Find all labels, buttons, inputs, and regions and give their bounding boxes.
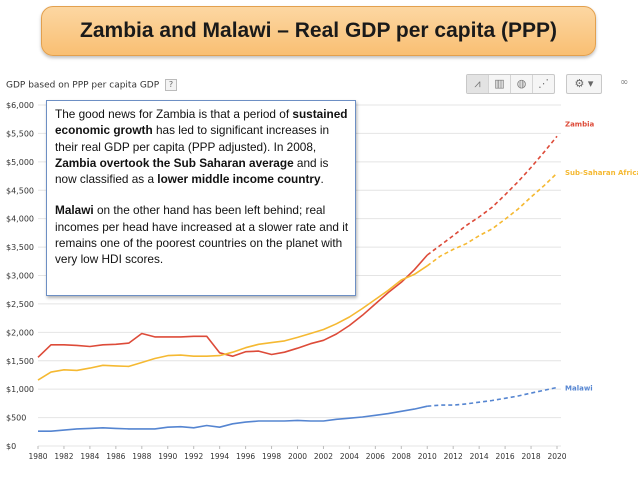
series-projection-malawi <box>427 386 558 407</box>
x-tick-label: 1990 <box>158 452 177 461</box>
series-line-sub-saharan-africa <box>37 265 428 381</box>
slide-title: Zambia and Malawi – Real GDP per capita … <box>80 19 557 42</box>
x-tick-label: 2012 <box>444 452 463 461</box>
x-tick-label: 1996 <box>236 452 255 461</box>
chart-header-label: GDP based on PPP per capita GDP <box>6 80 160 91</box>
y-tick-label: $2,500 <box>6 300 34 309</box>
x-tick-label: 1982 <box>54 452 73 461</box>
y-tick-label: $1,000 <box>6 385 34 394</box>
y-tick-label: $5,000 <box>6 158 34 167</box>
x-tick-label: 2004 <box>340 452 359 461</box>
y-tick-label: $6,000 <box>6 101 34 110</box>
x-tick-label: 2020 <box>547 452 566 461</box>
x-tick-label: 2006 <box>366 452 385 461</box>
series-label: Malawi <box>565 384 593 392</box>
line-chart-icon[interactable]: ⩘ <box>467 75 489 93</box>
x-tick-label: 2014 <box>470 452 489 461</box>
y-tick-label: $5,500 <box>6 129 34 138</box>
series-line-malawi <box>38 405 428 433</box>
chart-type-toolbar: ⩘ ▥ ◍ ⋰ <box>466 74 555 94</box>
x-tick-label: 2010 <box>418 452 437 461</box>
commentary-box: The good news for Zambia is that a perio… <box>46 100 356 296</box>
x-tick-label: 2018 <box>522 452 541 461</box>
y-tick-label: $4,500 <box>6 186 34 195</box>
y-tick-label: $0 <box>6 442 16 451</box>
y-tick-label: $500 <box>6 414 26 423</box>
series-label: Sub-Saharan Africa <box>565 169 638 177</box>
x-tick-label: 2002 <box>314 452 333 461</box>
x-tick-label: 1986 <box>106 452 125 461</box>
title-banner: Zambia and Malawi – Real GDP per capita … <box>41 6 596 56</box>
x-tick-label: 1994 <box>210 452 229 461</box>
x-tick-label: 2016 <box>496 452 515 461</box>
map-icon[interactable]: ◍ <box>511 75 533 93</box>
y-tick-label: $2,000 <box>6 328 34 337</box>
commentary-malawi: Malawi on the other hand has been left b… <box>55 203 349 267</box>
x-tick-label: 1988 <box>132 452 151 461</box>
scatter-chart-icon[interactable]: ⋰ <box>538 77 549 90</box>
y-tick-label: $3,500 <box>6 243 34 252</box>
x-tick-label: 1992 <box>184 452 203 461</box>
x-tick-label: 1984 <box>80 452 99 461</box>
chart-header: GDP based on PPP per capita GDP ? <box>6 79 178 91</box>
y-tick-label: $1,500 <box>6 357 34 366</box>
gear-icon[interactable]: ⚙ ▾ <box>566 74 602 94</box>
help-icon[interactable]: ? <box>165 79 178 91</box>
link-icon[interactable]: ∞ <box>620 77 629 88</box>
series-line-zambia <box>37 254 428 358</box>
y-tick-label: $3,000 <box>6 272 34 281</box>
series-label: Zambia <box>565 120 595 128</box>
x-tick-label: 1998 <box>262 452 281 461</box>
x-tick-label: 2008 <box>392 452 411 461</box>
series-projection-zambia <box>426 135 558 256</box>
bar-chart-icon[interactable]: ▥ <box>489 75 511 93</box>
series-projection-sub-saharan-africa <box>426 172 558 267</box>
y-tick-label: $4,000 <box>6 215 34 224</box>
x-tick-label: 2000 <box>288 452 307 461</box>
commentary-zambia: The good news for Zambia is that a perio… <box>55 107 348 187</box>
x-tick-label: 1980 <box>28 452 47 461</box>
